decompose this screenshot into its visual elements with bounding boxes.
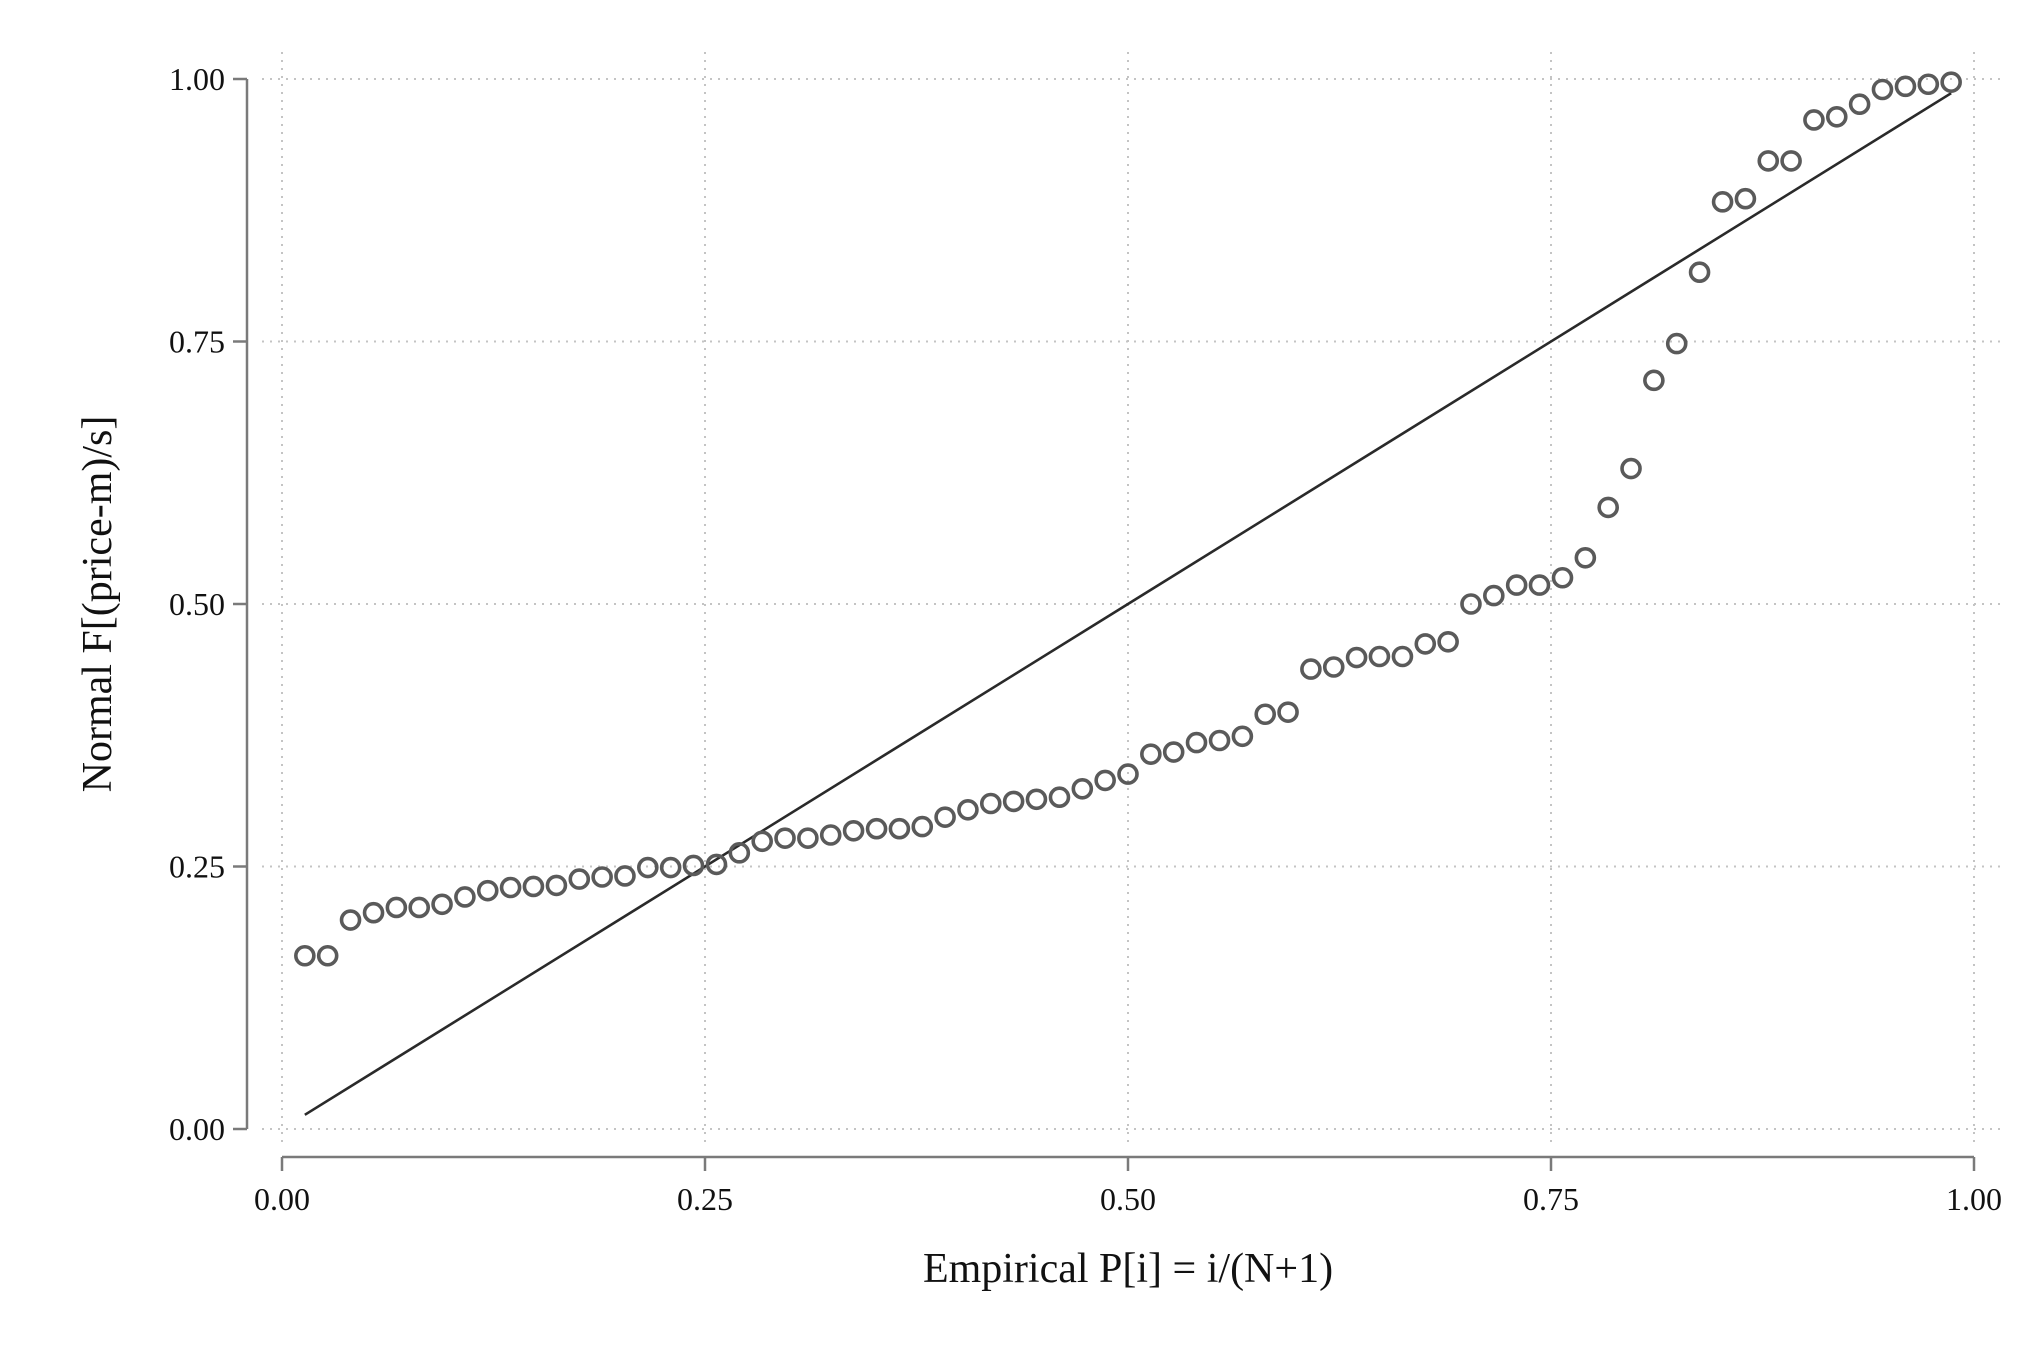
- data-point: [614, 865, 636, 887]
- data-point: [545, 874, 568, 897]
- data-point: [888, 817, 911, 840]
- data-point: [1803, 109, 1825, 131]
- data-point: [1894, 75, 1917, 98]
- data-point: [1368, 645, 1391, 668]
- data-point: [1643, 369, 1665, 392]
- data-point: [294, 944, 316, 967]
- data-point: [1871, 78, 1894, 101]
- data-point: [1917, 73, 1940, 96]
- data-point: [454, 886, 476, 908]
- data-point: [316, 944, 339, 967]
- data-point: [728, 842, 751, 864]
- x-axis-ticks: 0.00 0.25 0.50 0.75 1.00: [254, 1157, 2002, 1217]
- data-point: [1505, 574, 1528, 596]
- data-point: [842, 819, 865, 842]
- data-point: [1848, 93, 1871, 115]
- data-point: [1277, 701, 1299, 723]
- data-point: [1208, 729, 1231, 752]
- data-point: [819, 824, 842, 846]
- data-point: [1025, 788, 1048, 811]
- data-point: [1483, 584, 1505, 607]
- data-point: [1620, 457, 1642, 480]
- data-point: [1757, 150, 1780, 172]
- data-point: [1162, 741, 1185, 763]
- data-point: [1574, 546, 1597, 569]
- data-point: [1688, 261, 1711, 284]
- y-tick-label: 0.00: [169, 1111, 225, 1147]
- y-axis-title: Normal F[(price-m)/s]: [75, 416, 121, 793]
- data-point: [774, 827, 796, 849]
- grid: [262, 52, 2006, 1142]
- data-point: [1528, 574, 1551, 596]
- data-point: [476, 879, 499, 902]
- data-point: [1071, 777, 1094, 800]
- x-axis-title: Empirical P[i] = i/(N+1): [923, 1246, 1333, 1292]
- x-tick-label: 0.25: [677, 1181, 733, 1217]
- x-tick-label: 0.00: [254, 1181, 310, 1217]
- x-tick-label: 0.50: [1100, 1181, 1156, 1217]
- y-tick-label: 1.00: [169, 61, 225, 97]
- data-point: [1094, 769, 1116, 792]
- y-axis-ticks: 0.00 0.25 0.50 0.75 1.00: [169, 61, 247, 1147]
- data-point: [385, 896, 408, 919]
- data-point: [1711, 191, 1734, 213]
- data-point: [499, 876, 522, 899]
- data-point: [1391, 645, 1414, 668]
- data-point: [682, 854, 705, 877]
- data-point: [797, 827, 819, 849]
- data-point: [1780, 150, 1802, 172]
- data-point: [1940, 71, 1962, 93]
- data-point: [1597, 496, 1619, 519]
- data-point: [1254, 703, 1277, 726]
- data-point: [1117, 763, 1139, 785]
- x-tick-label: 1.00: [1946, 1181, 2002, 1217]
- x-tick-label: 0.75: [1523, 1181, 1579, 1217]
- data-point: [591, 866, 613, 888]
- data-point: [911, 815, 934, 838]
- data-point: [431, 893, 453, 916]
- data-point: [865, 817, 888, 840]
- data-points: [294, 71, 1962, 967]
- data-point: [362, 901, 385, 924]
- data-point: [1345, 646, 1368, 669]
- data-point: [339, 909, 362, 931]
- data-point: [1048, 786, 1071, 809]
- data-point: [1002, 790, 1025, 813]
- data-point: [979, 792, 1002, 815]
- data-point: [1460, 593, 1482, 615]
- data-point: [1734, 187, 1757, 210]
- data-point: [1551, 566, 1574, 589]
- data-point: [751, 830, 773, 853]
- data-point: [408, 896, 431, 919]
- data-point: [1437, 630, 1459, 653]
- data-point: [705, 853, 728, 876]
- data-point: [1185, 731, 1208, 754]
- data-point: [1300, 658, 1322, 680]
- data-point: [568, 868, 591, 890]
- data-point: [1414, 633, 1437, 655]
- data-point: [957, 798, 979, 821]
- data-point: [934, 806, 956, 828]
- y-tick-label: 0.50: [169, 586, 225, 622]
- y-tick-label: 0.75: [169, 324, 225, 360]
- data-point: [637, 856, 659, 879]
- data-point: [1322, 656, 1345, 678]
- data-point: [1140, 743, 1162, 765]
- data-point: [1665, 332, 1688, 355]
- reference-line: [304, 92, 1952, 1116]
- data-point: [522, 875, 545, 898]
- data-point: [659, 856, 682, 879]
- y-tick-label: 0.25: [169, 849, 225, 885]
- data-point: [1825, 106, 1848, 128]
- data-point: [1231, 725, 1254, 748]
